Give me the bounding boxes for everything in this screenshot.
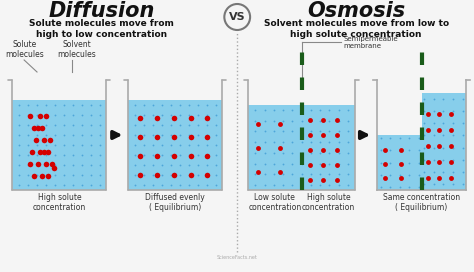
Text: Solvent
molecules: Solvent molecules	[57, 40, 96, 59]
Text: Solvent molecules move from low to
high solute concentration: Solvent molecules move from low to high …	[264, 19, 449, 39]
Bar	[248, 105, 355, 190]
Text: ScienceFacts.net: ScienceFacts.net	[217, 255, 258, 260]
Text: VS: VS	[229, 12, 246, 22]
Bar	[128, 100, 222, 190]
Text: High solute
concentration: High solute concentration	[33, 193, 86, 212]
Text: Low solute
concentration: Low solute concentration	[248, 193, 301, 212]
Bar	[12, 100, 106, 190]
Text: Solute
molecules: Solute molecules	[5, 40, 44, 59]
Text: Same concentration
( Equilibrium): Same concentration ( Equilibrium)	[383, 193, 460, 212]
Text: Diffused evenly
( Equilibrium): Diffused evenly ( Equilibrium)	[146, 193, 205, 212]
Text: Osmosis: Osmosis	[307, 1, 405, 21]
Bar	[377, 135, 421, 190]
Text: Semipermeable
membrane: Semipermeable membrane	[343, 36, 398, 48]
Bar	[421, 93, 466, 190]
Text: High solute
concentration: High solute concentration	[302, 193, 355, 212]
Text: Diffusion: Diffusion	[48, 1, 155, 21]
Text: Solute molecules move from
high to low concentration: Solute molecules move from high to low c…	[29, 19, 174, 39]
